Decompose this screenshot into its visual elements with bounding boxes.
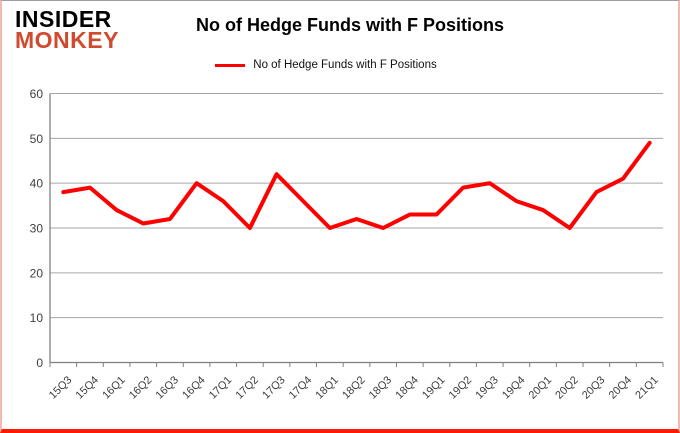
x-tick-label: 18Q2 — [340, 374, 368, 402]
x-tick-label: 19Q3 — [473, 374, 501, 402]
y-tick-label: 40 — [30, 177, 44, 191]
x-tick-label: 17Q2 — [233, 374, 261, 402]
series-line — [61, 140, 652, 230]
x-tick-label: 19Q1 — [420, 374, 448, 402]
x-tick-label: 18Q1 — [313, 374, 341, 402]
y-tick-label: 60 — [30, 87, 44, 101]
legend-line-swatch — [215, 63, 246, 67]
x-tick-label: 20Q2 — [553, 374, 581, 402]
y-tick-label: 50 — [30, 132, 44, 146]
logo-text-monkey: MONKEY — [15, 27, 119, 54]
x-tick-label: 18Q4 — [393, 374, 421, 402]
x-tick-label: 20Q1 — [527, 374, 555, 402]
x-tick-label: 20Q4 — [607, 374, 635, 402]
x-tick-label: 15Q4 — [74, 374, 102, 402]
chart-title: No of Hedge Funds with F Positions — [196, 15, 504, 35]
x-tick-label: 17Q3 — [260, 374, 288, 402]
x-tick-label: 16Q4 — [180, 374, 208, 402]
insider-monkey-logo: INSIDER MONKEY — [15, 6, 119, 54]
y-tick-label: 0 — [36, 356, 43, 370]
logo-text-insider: INSIDER — [15, 6, 112, 32]
x-tick-label: 16Q1 — [100, 374, 128, 402]
y-tick-label: 20 — [30, 266, 44, 280]
x-tick-label: 16Q2 — [127, 374, 155, 402]
x-tick-label: 20Q3 — [580, 374, 608, 402]
x-tick-label: 17Q1 — [207, 374, 235, 402]
legend-label: No of Hedge Funds with F Positions — [253, 59, 437, 71]
x-tick-label: 21Q1 — [633, 374, 661, 402]
y-tick-label: 30 — [30, 222, 44, 236]
x-tick-label: 19Q2 — [447, 374, 475, 402]
x-tick-label: 19Q4 — [500, 374, 528, 402]
y-tick-label: 10 — [30, 311, 44, 325]
x-tick-label: 18Q3 — [367, 374, 395, 402]
x-tick-label: 17Q4 — [287, 374, 315, 402]
x-tick-label: 16Q3 — [154, 374, 182, 402]
chart-legend: No of Hedge Funds with F Positions — [2, 59, 664, 71]
x-tick-label: 15Q3 — [47, 374, 75, 402]
